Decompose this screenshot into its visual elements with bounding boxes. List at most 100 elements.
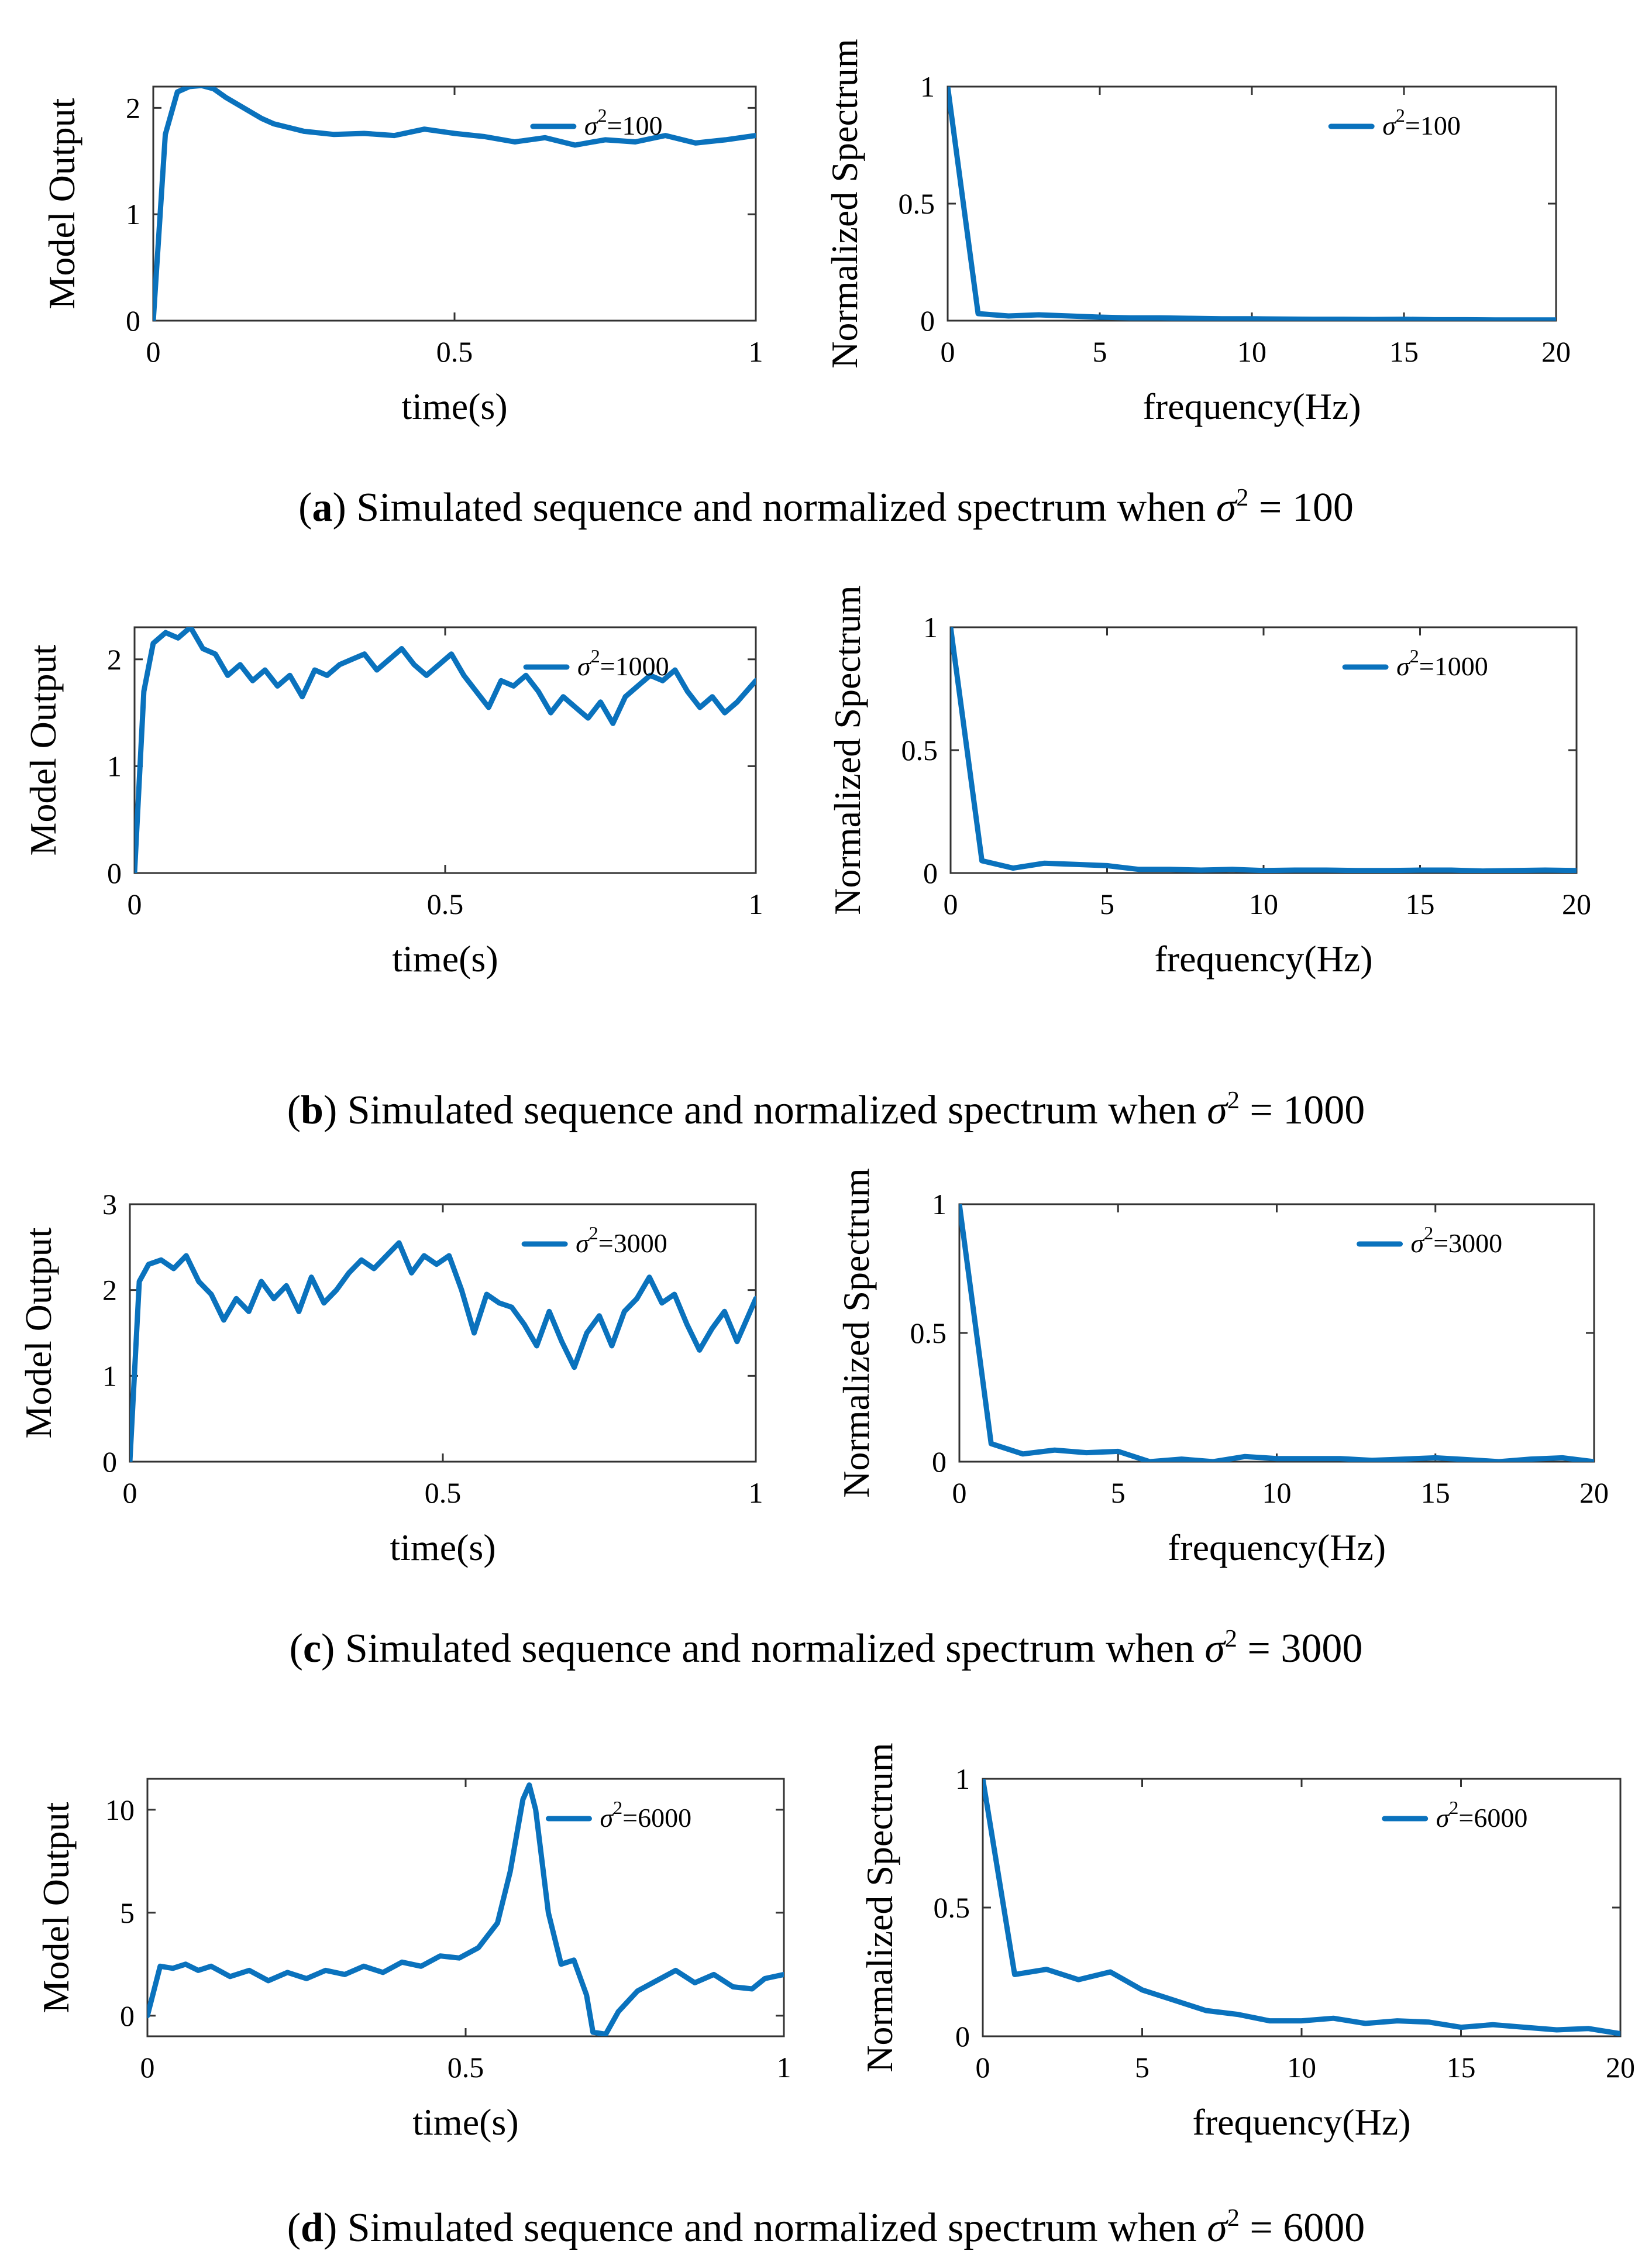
y-tick-label: 3	[102, 1188, 117, 1221]
legend-label: σ2=1000	[1396, 645, 1488, 681]
y-axis-label: Model Output	[35, 1802, 77, 2013]
caption-value: = 1000	[1240, 1088, 1365, 1133]
x-tick-label: 5	[1093, 335, 1107, 368]
x-axis-label: frequency(Hz)	[1192, 2101, 1410, 2143]
legend: σ2=100	[530, 105, 663, 140]
x-tick-label: 0	[146, 335, 161, 368]
x-tick-label: 15	[1389, 335, 1419, 368]
panel-a-spectrum-plot: 0 5 10 15 20 0 0.5 1 frequency(Hz) Normalized Spe…	[824, 39, 1571, 427]
caption-sigma: σ	[1207, 1088, 1228, 1133]
x-tick-label: 15	[1406, 888, 1435, 920]
y-tick-label: 0	[923, 857, 938, 889]
axes-frame	[947, 85, 1557, 322]
legend-superscript: 2	[613, 1797, 622, 1818]
x-axis-label: time(s)	[390, 1527, 495, 1568]
y-axis-label: Model Output	[22, 644, 64, 855]
caption-open-paren: (	[298, 485, 312, 530]
legend: σ2=3000	[521, 1222, 667, 1258]
x-axis-label: time(s)	[392, 938, 498, 980]
panel-caption-d: (d) Simulated sequence and normalized sp…	[287, 2205, 1365, 2250]
x-tick-label: 20	[1562, 888, 1591, 920]
x-tick-label: 20	[1606, 2051, 1635, 2084]
legend-value: =3000	[598, 1228, 667, 1258]
caption-label: d	[301, 2205, 323, 2250]
legend-value: =6000	[622, 1803, 691, 1833]
panel-b-spectrum-plot: 0 5 10 15 20 0 0.5 1 frequency(Hz) Normalized Spe…	[827, 585, 1591, 980]
legend: σ2=6000	[545, 1797, 691, 1833]
panel-caption-a: (a) Simulated sequence and normalized sp…	[298, 484, 1354, 530]
y-tick-label: 2	[107, 643, 122, 676]
y-tick-label: 0.5	[934, 1891, 970, 1924]
legend-sigma: σ	[1411, 1228, 1426, 1258]
legend-sigma: σ	[577, 651, 592, 681]
x-axis-label: frequency(Hz)	[1168, 1527, 1386, 1568]
caption-label: a	[312, 485, 332, 530]
panel-d-spectrum-plot: 0 5 10 15 20 0 0.5 1 frequency(Hz) Normalized Spe…	[859, 1743, 1635, 2143]
legend-sigma: σ	[1436, 1803, 1451, 1833]
y-axis-label: Normalized Spectrum	[824, 39, 865, 368]
panel-caption-b: (b) Simulated sequence and normalized sp…	[287, 1087, 1365, 1133]
caption-label: b	[301, 1088, 323, 1133]
legend: σ2=1000	[1342, 645, 1488, 681]
legend-value: =1000	[600, 651, 669, 681]
legend: σ2=6000	[1382, 1797, 1527, 1833]
series-line	[130, 1240, 756, 1462]
x-tick-label: 10	[1262, 1476, 1292, 1509]
caption-superscript: 2	[1236, 484, 1248, 511]
legend: σ2=1000	[523, 645, 669, 681]
series-line	[153, 87, 756, 321]
caption-superscript: 2	[1225, 1626, 1237, 1652]
caption-value: = 3000	[1237, 1626, 1362, 1671]
y-tick-label: 2	[102, 1274, 117, 1307]
y-tick-label: 0	[107, 857, 122, 889]
series-line	[983, 1779, 1620, 2036]
x-tick-label: 1	[749, 888, 763, 920]
y-tick-label: 1	[932, 1188, 947, 1221]
x-tick-label: 5	[1100, 888, 1114, 920]
x-tick-label: 0	[976, 2051, 990, 2084]
caption-sigma: σ	[1216, 485, 1238, 530]
x-tick-label: 10	[1249, 888, 1278, 920]
legend-superscript: 2	[1449, 1797, 1458, 1818]
x-tick-label: 10	[1237, 335, 1266, 368]
caption-text: ) Simulated sequence and normalized spec…	[323, 1088, 1207, 1133]
y-tick-label: 2	[126, 91, 140, 124]
x-tick-label: 0	[941, 335, 955, 368]
y-tick-label: 10	[105, 1793, 135, 1826]
legend-sigma: σ	[1382, 111, 1397, 140]
y-tick-label: 1	[107, 750, 122, 782]
x-tick-label: 0	[140, 2051, 155, 2084]
legend-label: σ2=6000	[600, 1797, 691, 1833]
y-tick-label: 1	[920, 70, 935, 103]
legend-label: σ2=3000	[576, 1222, 667, 1258]
x-tick-label: 5	[1135, 2051, 1149, 2084]
x-tick-label: 0	[944, 888, 958, 920]
y-tick-label: 0	[920, 304, 935, 337]
legend-value: =100	[1405, 111, 1461, 140]
y-axis-label: Model Output	[41, 98, 82, 309]
x-tick-label: 1	[777, 2051, 791, 2084]
legend-value: =100	[607, 111, 663, 140]
x-axis-label: time(s)	[401, 386, 507, 427]
legend: σ2=3000	[1357, 1222, 1503, 1258]
legend-sigma: σ	[600, 1803, 614, 1833]
x-tick-label: 0.5	[436, 335, 473, 368]
y-tick-label: 1	[923, 611, 938, 644]
series-line	[147, 1782, 784, 2036]
caption-text: ) Simulated sequence and normalized spec…	[323, 2205, 1207, 2250]
x-axis-label: frequency(Hz)	[1142, 386, 1361, 427]
legend-superscript: 2	[598, 105, 607, 126]
legend-label: σ2=3000	[1411, 1222, 1503, 1258]
series-line	[135, 627, 756, 873]
legend-label: σ2=1000	[577, 645, 669, 681]
x-tick-label: 0	[952, 1476, 967, 1509]
caption-open-paren: (	[287, 2205, 301, 2250]
x-tick-label: 15	[1447, 2051, 1476, 2084]
legend-superscript: 2	[1410, 645, 1419, 666]
x-axis-label: time(s)	[412, 2101, 518, 2143]
panel-caption-c: (c) Simulated sequence and normalized sp…	[290, 1626, 1363, 1671]
panel-c-spectrum-plot: 0 5 10 15 20 0 0.5 1 frequency(Hz) Normalized Spe…	[835, 1168, 1609, 1568]
